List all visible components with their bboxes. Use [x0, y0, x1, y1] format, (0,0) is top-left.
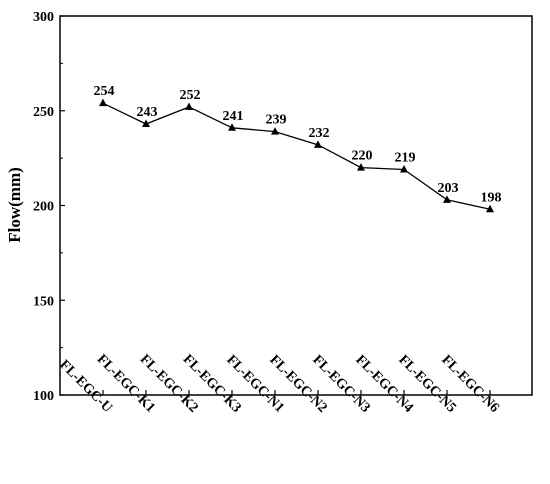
y-tick-label: 100	[33, 389, 54, 404]
data-label: 252	[180, 88, 201, 103]
data-label: 220	[352, 149, 373, 164]
data-point-marker	[443, 195, 451, 203]
data-point-marker	[400, 164, 408, 173]
data-point-marker	[486, 204, 494, 213]
data-point-marker	[142, 119, 150, 128]
data-label: 232	[309, 126, 330, 141]
data-label: 198	[481, 190, 502, 205]
y-tick-label: 250	[33, 105, 54, 120]
data-point-marker	[314, 140, 322, 148]
y-tick-label: 150	[33, 294, 54, 309]
y-tick-label: 200	[33, 200, 54, 215]
data-label: 241	[223, 109, 244, 124]
data-point-marker	[271, 127, 279, 135]
y-tick-label: 300	[33, 10, 54, 25]
series-flow: 254 243 252 241 239 232 220 219 203 198	[94, 84, 502, 213]
data-label: 203	[438, 181, 459, 196]
data-point-marker	[185, 102, 193, 110]
data-label: 254	[94, 84, 115, 99]
plot-area	[59, 15, 533, 396]
data-label: 243	[137, 105, 158, 120]
y-axis-label: Flow(mm)	[5, 167, 24, 243]
data-label: 219	[395, 150, 416, 165]
data-label: 239	[266, 113, 287, 128]
data-point-marker	[228, 123, 236, 131]
data-point-marker	[99, 98, 107, 107]
series-line	[102, 102, 491, 210]
data-point-marker	[357, 163, 365, 171]
y-axis: 100 150 200 250 300	[33, 10, 65, 404]
